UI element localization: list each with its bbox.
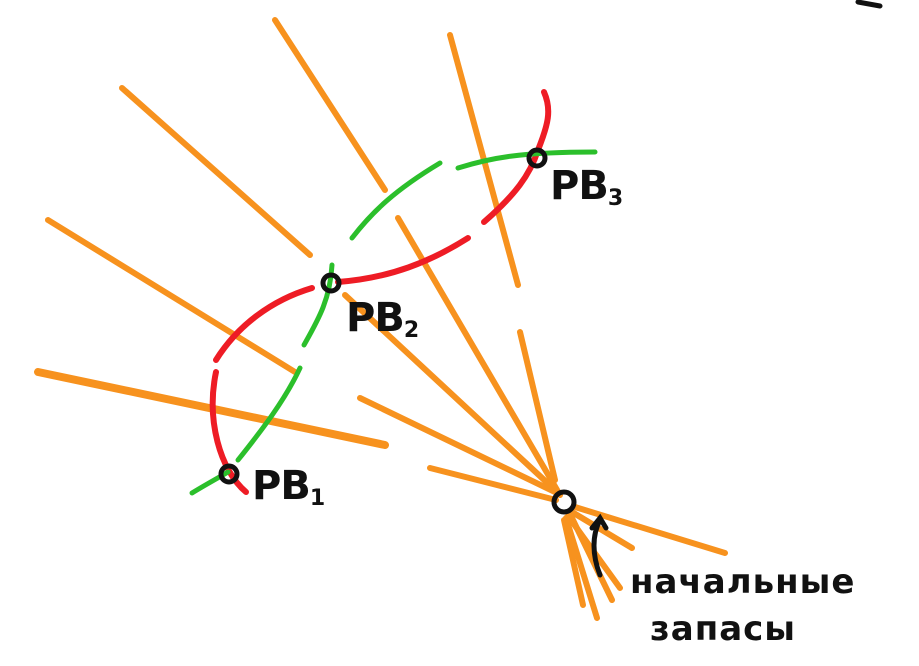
green-curve — [189, 149, 598, 496]
label-pb3-sub: 3 — [607, 186, 623, 211]
caption-arrow — [589, 513, 609, 578]
green-segment — [349, 160, 443, 241]
orange-ray — [563, 515, 600, 621]
caption-line1: начальные — [630, 562, 856, 602]
label-pb2: PB2 — [346, 295, 419, 343]
orange-ray — [357, 395, 558, 495]
label-pb1: PB1 — [252, 463, 325, 511]
orange-ray — [45, 217, 298, 375]
orange-ray — [567, 511, 615, 603]
red-segment — [535, 89, 552, 153]
point-marker-pb1 — [218, 463, 240, 485]
green-segment — [189, 469, 231, 496]
green-segment — [235, 365, 303, 463]
orange-ray — [561, 517, 586, 608]
red-segment — [335, 235, 471, 285]
point-markers — [218, 147, 577, 515]
orange-ray — [569, 509, 635, 551]
point-marker-pb2 — [320, 272, 342, 294]
orange-ray — [427, 465, 559, 503]
orange-ray — [272, 17, 388, 193]
label-pb1-sub: 1 — [309, 486, 325, 511]
label-pb1-text: PB — [252, 463, 311, 509]
red-curve — [209, 89, 552, 495]
point-marker-pb3 — [526, 147, 548, 169]
point-marker-initial-stock — [551, 489, 577, 515]
red-segment — [213, 285, 315, 363]
label-pb3-text: PB — [550, 163, 609, 209]
label-pb2-sub: 2 — [403, 318, 419, 343]
label-pb3: PB3 — [550, 163, 623, 211]
caption-line2: запасы — [650, 609, 797, 649]
red-segment — [209, 369, 249, 495]
label-pb2-text: PB — [346, 295, 405, 341]
orange-ray — [517, 329, 558, 483]
orange-ray — [119, 85, 313, 258]
green-segment — [455, 149, 598, 171]
red-segment — [481, 147, 541, 225]
orange-ray — [342, 292, 558, 493]
corner-mark — [855, 0, 883, 9]
